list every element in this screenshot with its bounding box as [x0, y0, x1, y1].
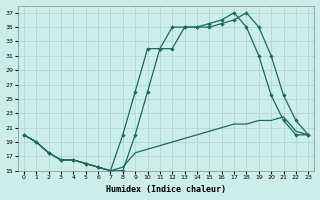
X-axis label: Humidex (Indice chaleur): Humidex (Indice chaleur) [106, 185, 226, 194]
